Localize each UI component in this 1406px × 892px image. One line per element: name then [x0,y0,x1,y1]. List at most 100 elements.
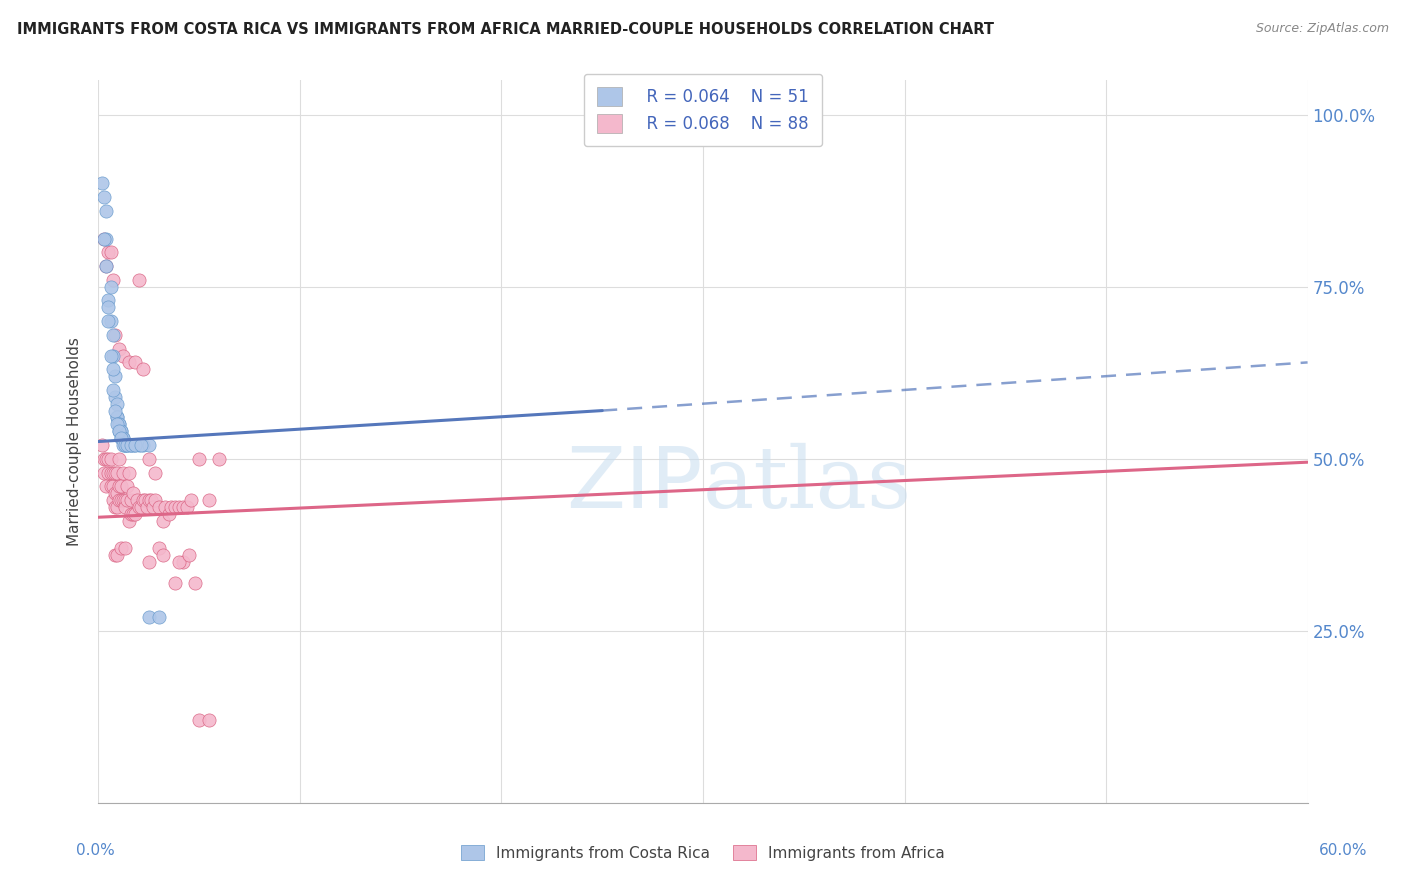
Point [91,438,114,452]
Point [125,493,148,508]
Point [97,466,120,480]
Point [111,431,134,445]
Point [105,500,128,514]
Point [180,493,202,508]
Text: 60.0%: 60.0% [1319,843,1367,858]
Point [107,424,129,438]
Point [110,424,132,438]
Point [128,273,150,287]
Point [138,493,160,508]
Point [132,438,155,452]
Point [143,466,166,480]
Point [138,451,160,466]
Point [103,548,125,562]
Point [198,713,221,727]
Point [184,575,207,590]
Point [100,314,122,328]
Point [179,548,201,562]
Point [97,451,120,466]
Point [100,349,122,363]
Point [148,541,170,556]
Point [101,349,124,363]
Point [103,403,125,417]
Point [139,493,162,508]
Point [188,451,211,466]
Text: ZIP: ZIP [567,443,703,526]
Point [163,500,186,514]
Point [101,479,124,493]
Point [132,362,155,376]
Point [124,355,146,369]
Point [110,424,132,438]
Point [96,259,118,273]
Point [105,397,128,411]
Point [167,555,190,569]
Point [96,479,118,493]
Point [96,231,118,245]
Point [120,493,142,508]
Point [114,438,136,452]
Point [100,466,122,480]
Point [100,479,122,493]
Point [188,713,211,727]
Point [111,493,134,508]
Point [105,417,128,432]
Point [114,493,136,508]
Point [110,541,132,556]
Point [100,451,122,466]
Point [142,500,165,514]
Point [176,500,198,514]
Point [120,507,142,521]
Point [97,301,120,315]
Point [114,500,136,514]
Point [111,466,134,480]
Point [107,451,129,466]
Point [105,410,128,425]
Point [132,493,155,508]
Point [121,438,143,452]
Point [91,177,114,191]
Point [118,514,141,528]
Point [107,342,129,356]
Point [148,500,170,514]
Point [135,500,157,514]
Point [105,548,128,562]
Point [110,479,132,493]
Point [128,438,150,452]
Point [105,486,128,500]
Point [129,500,152,514]
Point [208,451,231,466]
Point [110,493,132,508]
Point [167,500,190,514]
Text: IMMIGRANTS FROM COSTA RICA VS IMMIGRANTS FROM AFRICA MARRIED-COUPLE HOUSEHOLDS C: IMMIGRANTS FROM COSTA RICA VS IMMIGRANTS… [17,22,994,37]
Point [97,314,120,328]
Point [103,369,125,384]
Point [114,438,136,452]
Legend: Immigrants from Costa Rica, Immigrants from Africa: Immigrants from Costa Rica, Immigrants f… [453,837,953,868]
Point [114,541,136,556]
Point [93,231,115,245]
Point [115,438,138,452]
Point [120,438,142,452]
Point [93,190,115,204]
Point [97,245,120,260]
Point [103,466,125,480]
Point [103,500,125,514]
Text: 0.0%: 0.0% [76,843,115,858]
Point [115,493,138,508]
Point [105,410,128,425]
Point [157,507,180,521]
Point [110,431,132,445]
Point [93,451,115,466]
Point [152,548,174,562]
Point [111,349,134,363]
Point [124,507,146,521]
Point [172,500,194,514]
Point [107,417,129,432]
Point [101,362,124,376]
Point [160,500,183,514]
Point [107,493,129,508]
Point [114,438,136,452]
Point [153,500,176,514]
Point [96,204,118,219]
